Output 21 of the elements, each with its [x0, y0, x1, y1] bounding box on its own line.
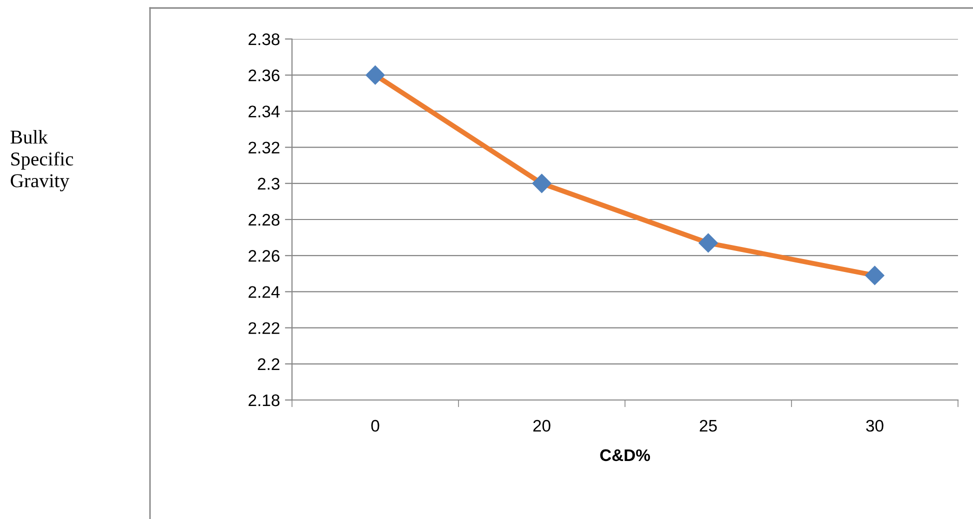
x-axis-title: C&D%: [600, 449, 650, 462]
y-tick-label: 2.3: [258, 178, 280, 190]
point: [366, 66, 385, 85]
y-tick-label: 2.34: [248, 106, 280, 118]
y-tick-label: 2.22: [248, 322, 280, 334]
x-tick-label: 30: [866, 420, 884, 432]
point: [532, 174, 552, 193]
y-tick-label: 2.18: [248, 394, 280, 406]
y-tick-label: 2.28: [248, 214, 280, 226]
y-tick-label: 2.32: [248, 142, 280, 154]
y-tick-label: 2.36: [248, 70, 280, 82]
point: [865, 266, 884, 285]
y-tick-label: 2.24: [248, 286, 280, 298]
x-tick-label: 25: [700, 420, 717, 432]
y-tick-label: 2.26: [248, 250, 280, 262]
point: [698, 233, 718, 252]
text: Bulk Specific Gravity: [10, 130, 74, 192]
x-tick-label: 0: [371, 420, 380, 432]
x-tick-label: 20: [533, 420, 550, 432]
y-tick-label: 2.2: [258, 358, 280, 370]
y-tick-label: 2.38: [248, 33, 280, 46]
